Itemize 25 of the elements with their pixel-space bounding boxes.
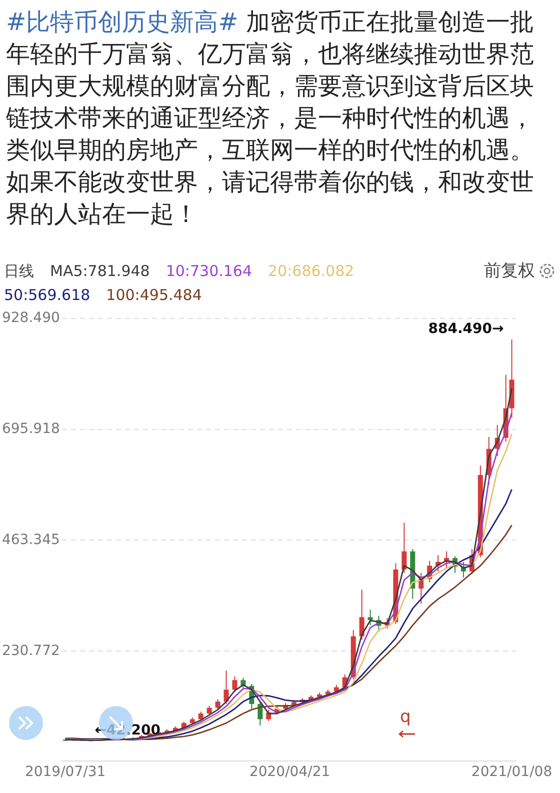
x-tick-label: 2020/04/21 — [249, 764, 330, 780]
y-tick-label: 463.345 — [2, 532, 60, 548]
y-tick-label: 695.918 — [2, 420, 60, 437]
x-tick-label: 2021/01/08 — [471, 764, 552, 780]
annotation: q — [400, 707, 411, 727]
annotation: 884.490→ — [428, 321, 504, 338]
candlestick — [206, 705, 212, 716]
candlestick — [402, 522, 407, 574]
y-tick-label: 928.490 — [2, 310, 60, 326]
y-tick-label: 230.772 — [2, 642, 60, 659]
candlestick — [359, 589, 364, 640]
chart-title: #比特币创历史新高# 加密货币正在批量创造一批年轻的千万富翁、亿万富翁，也将继续推动世界范围内更大规模的财富分配，需要意识到这背后区块链技术带来的通证型经济，是一种时代性的机遇，类似早期的房地产，互联网一样的时代性的机遇。如果不能改变世界，请记得带着你的钱，和改变世界的人站在一起！ — [6, 8, 534, 228]
x-tick-label: 2019/07/31 — [24, 764, 106, 780]
candlestick — [232, 676, 238, 693]
text: 20:686.082 — [268, 261, 354, 282]
candlestick — [198, 711, 204, 722]
text: 10:730.164 — [166, 261, 252, 282]
text: 100:495.484 — [106, 285, 202, 306]
candlestick — [224, 670, 229, 704]
candlestick — [215, 698, 220, 710]
legend-title: 日线 — [4, 261, 34, 282]
text: MA5:781.948 — [50, 261, 150, 282]
text: 前复权 — [484, 260, 535, 282]
text: 50:569.618 — [4, 285, 90, 306]
candlestick — [368, 609, 373, 626]
